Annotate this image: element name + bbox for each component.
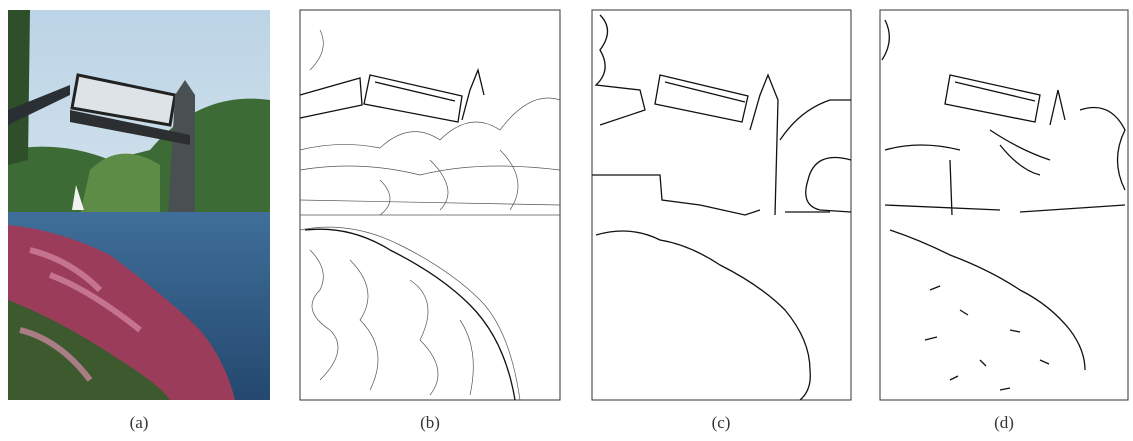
caption: (b) [420, 413, 440, 432]
caption: (d) [994, 413, 1014, 432]
edge-map-coarse [592, 10, 851, 400]
photo-panel [8, 10, 270, 400]
edge-map-dense [300, 10, 560, 400]
caption: (c) [712, 413, 731, 432]
caption: (a) [130, 413, 149, 432]
figure: (a) (b) (c) (d) [0, 0, 1133, 441]
edge-map-fragmented [880, 10, 1128, 400]
